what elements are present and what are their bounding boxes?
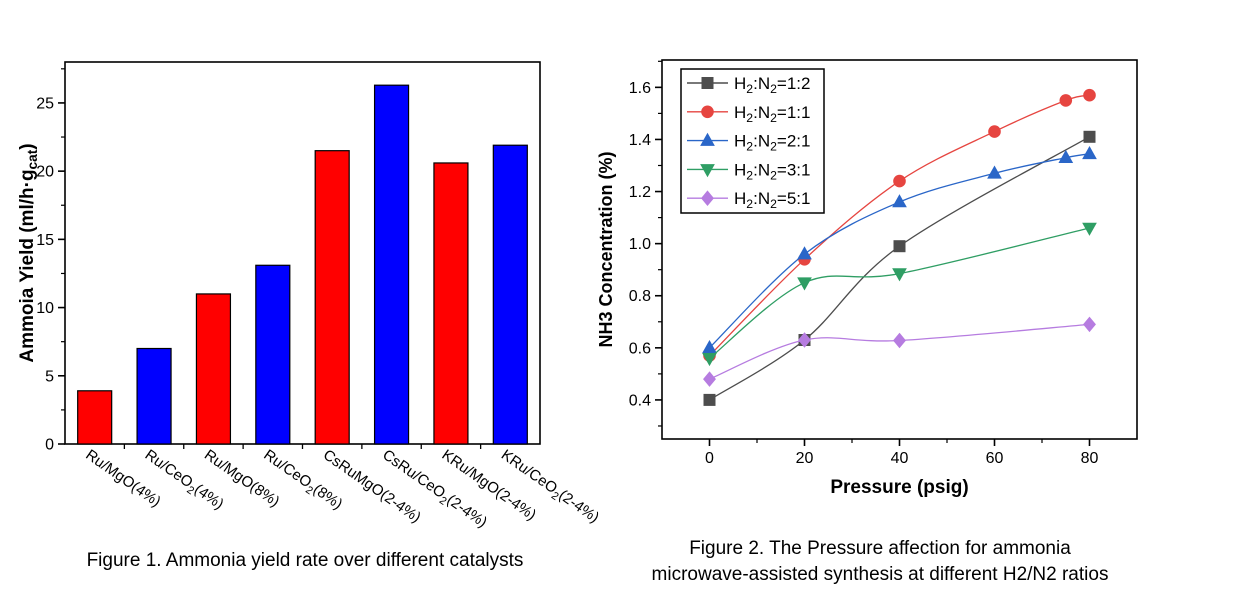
marker-triangle-down [892,268,907,282]
figure2-caption-line1: Figure 2. The Pressure affection for amm… [689,538,1071,559]
marker-diamond [1083,316,1096,333]
figure1-caption: Figure 1. Ammonia yield rate over differ… [86,550,524,571]
x-tick-label: 0 [705,450,714,467]
bar [77,390,113,445]
bar [373,84,410,445]
y-tick-label: 1.2 [629,184,651,201]
y-tick-label: 25 [36,95,54,112]
marker-diamond [701,190,714,206]
marker-circle [893,174,906,188]
y-tick-label: 15 [36,232,54,249]
bar [492,144,528,445]
bar-series [77,84,528,445]
x-tick-label: 40 [891,450,909,467]
marker-square [893,240,906,253]
marker-circle [1059,94,1073,107]
y-tick-label: 0.6 [629,340,651,357]
legend: H2:N2=1:2 H2:N2=1:1 H2:N2=2:1 H2:N2=3:1 H2:N… [680,68,825,214]
bar [314,150,350,445]
marker-triangle-up [1082,145,1097,160]
y-axis-title: Ammoia Yield (ml/h·gcat) [17,143,40,362]
legend-label: H2:N2=5:1 [734,189,810,211]
data-series [703,316,1096,387]
data-series [702,145,1097,354]
series-line [709,136,1090,401]
figure2-caption: Figure 2. The Pressure affection for amm… [575,536,1185,588]
marker-square [1083,130,1096,143]
line-chart-figure2: 0 20 40 60 800.40.60.81.01.21.41.6 H2:N2=1:2H… [596,59,1138,498]
legend-label: H2:N2=1:1 [734,103,810,125]
y-tick-label: 10 [36,300,54,317]
legend-label: H2:N2=1:2 [734,74,810,96]
y-tick-label: 0.4 [629,392,651,409]
marker-circle [1083,88,1096,102]
x-tick-label: 80 [1081,450,1099,467]
y-tick-label: 1.0 [629,236,651,253]
series-line [709,227,1090,359]
y-tick-label: 1.6 [629,80,651,97]
marker-diamond [703,371,716,387]
x-category-label: CsRuMgO(2-4%) [320,446,424,526]
bar [195,293,232,445]
bar [433,162,469,445]
marker-triangle-up [987,165,1002,179]
marker-circle [701,105,714,119]
marker-square [701,77,714,89]
y-axis-title: NH3 Concentration (%) [596,151,616,347]
bar [136,347,172,445]
marker-triangle-down [797,277,812,291]
x-axis-title: Pressure (psig) [830,477,968,498]
x-tick-label: 60 [986,450,1004,467]
x-tick-label: 20 [796,450,814,467]
legend-label: H2:N2=3:1 [734,160,810,182]
y-tick-label: 5 [45,368,54,385]
marker-circle [988,125,1001,138]
marker-triangle-down [700,164,715,178]
marker-triangle-up [702,339,717,354]
x-category-label: CsRu/CeO2(2-4%) [378,446,491,533]
y-tick-label: 20 [36,164,54,181]
y-tick-label: 0.8 [629,288,651,305]
marker-triangle-up [1058,149,1074,163]
marker-triangle-up [892,194,907,208]
series-line [709,323,1090,380]
plot-frame [64,61,541,445]
bar-chart-figure1: 0510152025Ru/MgO(4%)Ru/CeO2(4%)Ru/MgO(8%… [17,61,602,533]
marker-diamond [893,332,906,349]
marker-triangle-up [797,246,812,260]
marker-square [703,393,716,406]
figure2-caption-line2: microwave-assisted synthesis at differen… [651,564,1109,585]
y-tick-label: 0 [45,437,54,454]
marker-diamond [798,332,811,348]
data-series [702,222,1097,367]
marker-triangle-down [1082,222,1097,236]
legend-label: H2:N2=2:1 [734,132,810,154]
marker-triangle-down [702,353,717,367]
y-tick-label: 1.4 [629,132,651,149]
marker-triangle-up [700,132,715,146]
bar [255,264,291,445]
